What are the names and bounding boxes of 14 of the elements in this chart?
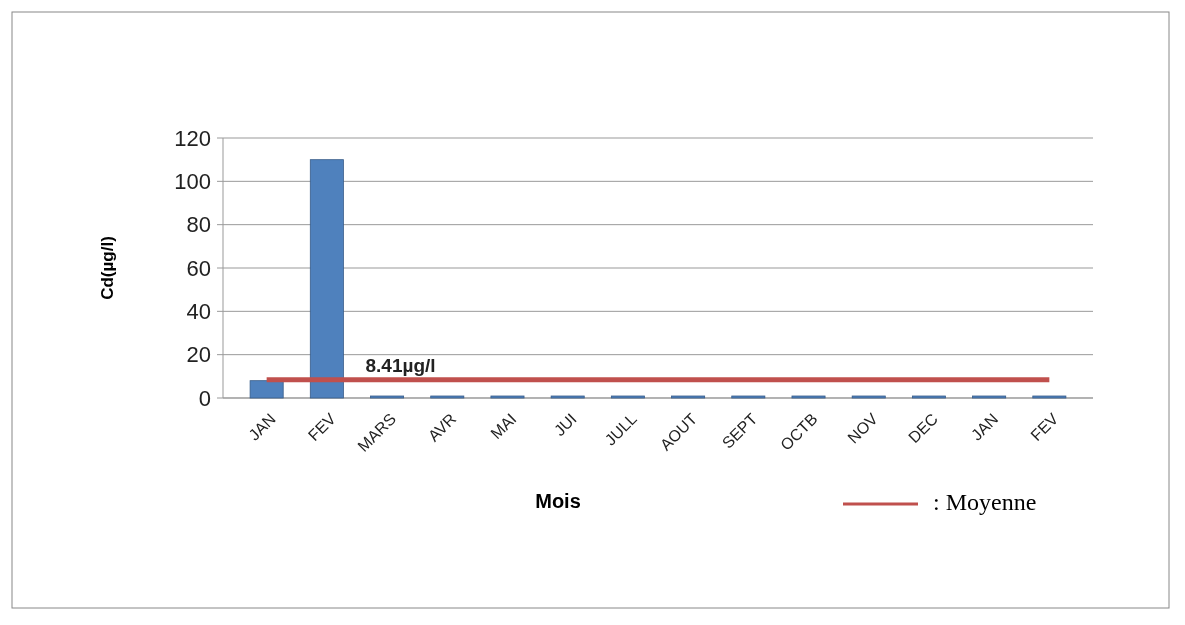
annotation: 8.41µg/l	[365, 354, 436, 376]
x-axis-title: Mois	[535, 490, 581, 512]
y-tick-label: 100	[174, 169, 211, 195]
legend-label: : Moyenne	[933, 489, 1037, 515]
y-tick-label: 20	[186, 342, 211, 368]
y-tick-label: 40	[186, 299, 211, 325]
y-tick-label: 0	[198, 385, 211, 411]
x-tick-label: MAI	[487, 410, 520, 443]
y-tick-label: 80	[186, 212, 211, 238]
x-tick-label: JUI	[550, 410, 580, 440]
y-tick-label: 60	[186, 255, 211, 281]
y-axis-title: Cd(µg/l)	[98, 236, 117, 300]
x-tick-label: JAN	[967, 410, 1002, 444]
y-tick-label: 120	[174, 125, 211, 151]
